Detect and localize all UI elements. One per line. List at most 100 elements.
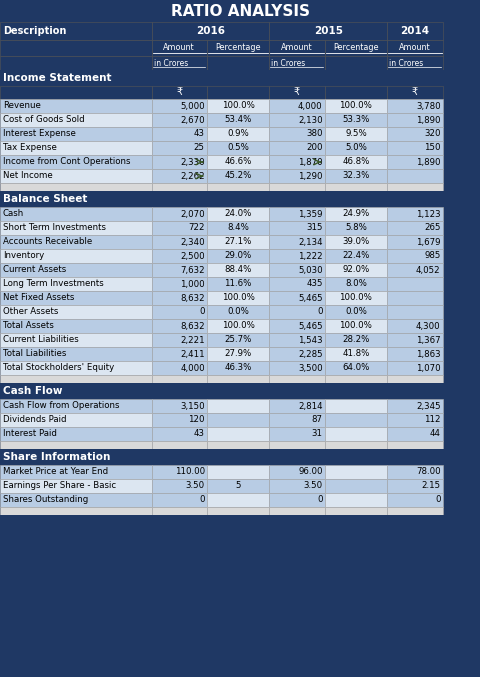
Bar: [206, 413, 269, 427]
Text: Interest Expense: Interest Expense: [3, 129, 76, 139]
Bar: [269, 319, 324, 333]
Text: 1,543: 1,543: [298, 336, 322, 345]
Text: 8.4%: 8.4%: [227, 223, 249, 232]
Text: 24.9%: 24.9%: [342, 209, 369, 219]
Text: 31: 31: [311, 429, 322, 439]
Bar: [269, 263, 324, 277]
Text: 2015: 2015: [313, 26, 342, 36]
Bar: [386, 375, 442, 383]
Bar: [269, 479, 324, 493]
Text: 315: 315: [306, 223, 322, 232]
Bar: [324, 347, 386, 361]
Bar: [206, 235, 269, 249]
Bar: [0, 383, 480, 399]
Text: 112: 112: [423, 416, 440, 424]
Text: 2,262: 2,262: [180, 171, 204, 181]
Text: ₹: ₹: [293, 87, 300, 97]
Bar: [151, 399, 206, 413]
Bar: [269, 235, 324, 249]
Text: 120: 120: [188, 416, 204, 424]
Bar: [151, 155, 206, 169]
Text: 5.0%: 5.0%: [344, 144, 366, 152]
Bar: [324, 221, 386, 235]
Bar: [0, 277, 151, 291]
Bar: [269, 291, 324, 305]
Text: 5.8%: 5.8%: [344, 223, 366, 232]
Bar: [206, 347, 269, 361]
Bar: [324, 479, 386, 493]
Bar: [206, 375, 269, 383]
Bar: [269, 86, 324, 99]
Bar: [324, 40, 386, 56]
Text: 39.0%: 39.0%: [342, 238, 369, 246]
Bar: [386, 86, 442, 99]
Bar: [206, 99, 269, 113]
Bar: [0, 183, 151, 191]
Bar: [269, 347, 324, 361]
Bar: [151, 375, 206, 383]
Bar: [0, 127, 151, 141]
Text: Amount: Amount: [163, 43, 194, 53]
Bar: [0, 449, 480, 465]
Text: 53.3%: 53.3%: [342, 116, 369, 125]
Text: 46.6%: 46.6%: [224, 158, 251, 167]
Bar: [206, 465, 269, 479]
Text: in Crores: in Crores: [388, 58, 422, 68]
Bar: [324, 263, 386, 277]
Bar: [0, 375, 151, 383]
Bar: [206, 361, 269, 375]
Bar: [386, 413, 442, 427]
Bar: [386, 399, 442, 413]
Bar: [386, 479, 442, 493]
Text: 2,070: 2,070: [180, 209, 204, 219]
Bar: [324, 375, 386, 383]
Text: 1,359: 1,359: [298, 209, 322, 219]
Bar: [324, 465, 386, 479]
Text: Total Assets: Total Assets: [3, 322, 54, 330]
Text: Amount: Amount: [398, 43, 430, 53]
Bar: [386, 347, 442, 361]
Bar: [386, 441, 442, 449]
Bar: [269, 113, 324, 127]
Text: Shares Outstanding: Shares Outstanding: [3, 496, 88, 504]
Text: 41.8%: 41.8%: [342, 349, 369, 359]
Bar: [269, 56, 324, 70]
Bar: [206, 441, 269, 449]
Text: 1,679: 1,679: [415, 238, 440, 246]
Text: 28.2%: 28.2%: [342, 336, 369, 345]
Bar: [386, 263, 442, 277]
Text: Cash Flow from Operations: Cash Flow from Operations: [3, 401, 119, 410]
Text: Market Price at Year End: Market Price at Year End: [3, 468, 108, 477]
Bar: [324, 207, 386, 221]
Bar: [151, 413, 206, 427]
Text: 87: 87: [311, 416, 322, 424]
Bar: [324, 113, 386, 127]
Bar: [269, 277, 324, 291]
Text: 2.15: 2.15: [420, 481, 440, 491]
Bar: [206, 40, 269, 56]
Text: 2,285: 2,285: [298, 349, 322, 359]
Bar: [0, 465, 151, 479]
Text: 25.7%: 25.7%: [224, 336, 251, 345]
Text: 4,300: 4,300: [415, 322, 440, 330]
Bar: [324, 86, 386, 99]
Text: 11.6%: 11.6%: [224, 280, 251, 288]
Bar: [0, 441, 151, 449]
Bar: [269, 493, 324, 507]
Bar: [386, 333, 442, 347]
Text: Current Assets: Current Assets: [3, 265, 66, 274]
Bar: [0, 291, 151, 305]
Text: 4,000: 4,000: [298, 102, 322, 110]
Text: 4,052: 4,052: [415, 265, 440, 274]
Bar: [151, 56, 206, 70]
Text: 0.0%: 0.0%: [344, 307, 366, 317]
Bar: [0, 99, 151, 113]
Text: 2,130: 2,130: [298, 116, 322, 125]
Bar: [269, 333, 324, 347]
Text: 200: 200: [306, 144, 322, 152]
Text: 0: 0: [434, 496, 440, 504]
Text: 2,134: 2,134: [298, 238, 322, 246]
Bar: [0, 347, 151, 361]
Text: Cash Flow: Cash Flow: [3, 386, 62, 396]
Text: 1,000: 1,000: [180, 280, 204, 288]
